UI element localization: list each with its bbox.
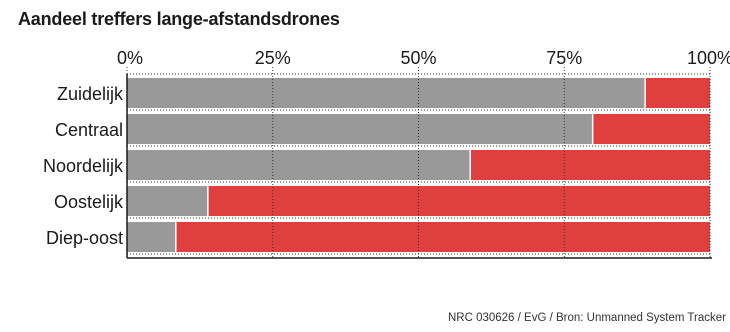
bar-segment	[593, 114, 710, 144]
bar-segment	[127, 186, 208, 216]
y-tick-label: Zuidelijk	[57, 84, 124, 104]
y-tick-label: Oostelijk	[54, 192, 124, 212]
x-tick-label: 0%	[117, 48, 143, 68]
bar-segment	[127, 78, 645, 108]
x-tick-label: 100%	[687, 48, 730, 68]
bar-segment	[127, 150, 470, 180]
bar-segment	[176, 222, 710, 252]
bar-segment	[127, 222, 176, 252]
y-tick-label: Noordelijk	[43, 156, 124, 176]
bar-segment	[127, 114, 592, 144]
x-tick-label: 25%	[255, 48, 291, 68]
bar-segment	[470, 150, 710, 180]
source-note: NRC 030626 / EvG / Bron: Unmanned System…	[447, 312, 726, 324]
bar-segment	[645, 78, 710, 108]
y-tick-label: Centraal	[55, 120, 123, 140]
y-tick-label: Diep-oost	[46, 228, 123, 248]
x-tick-label: 75%	[546, 48, 582, 68]
bar-segment	[208, 186, 710, 216]
x-tick-label: 50%	[400, 48, 436, 68]
chart-title: Aandeel treffers lange-afstandsdrones	[18, 9, 340, 29]
